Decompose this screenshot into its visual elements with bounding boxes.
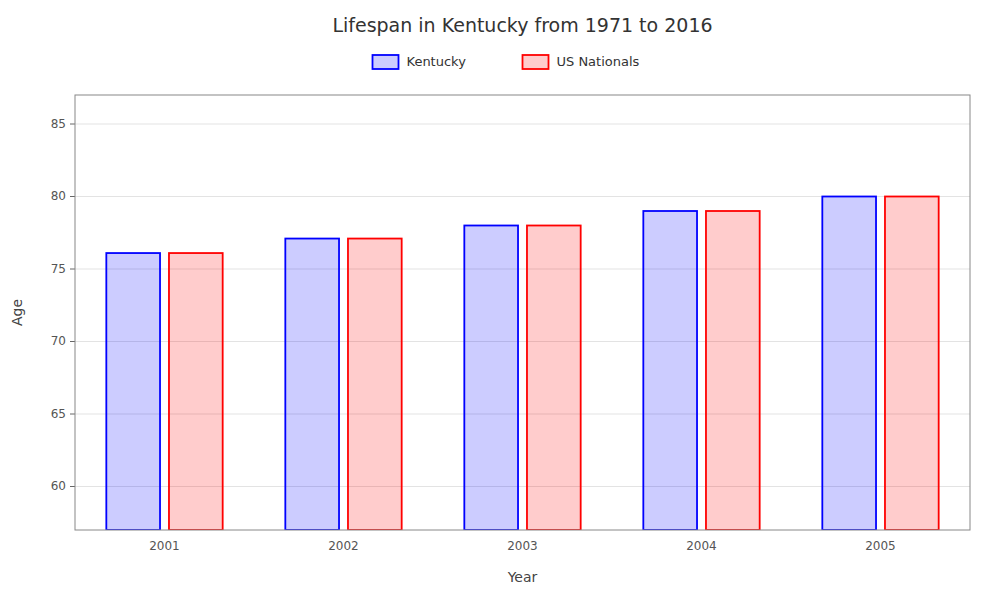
bar <box>527 226 581 531</box>
title: Lifespan in Kentucky from 1971 to 2016 <box>332 14 712 36</box>
bar <box>822 197 876 531</box>
bar <box>885 197 939 531</box>
x-axis-label: Year <box>507 569 538 585</box>
x-tick-label: 2005 <box>865 539 896 553</box>
legend-label: Kentucky <box>407 54 467 69</box>
x-tick-label: 2001 <box>149 539 180 553</box>
y-tick <box>70 414 75 415</box>
y-axis: 60 65 70 75 80 85 <box>51 117 75 494</box>
bar <box>169 253 223 530</box>
y-tick-label: 65 <box>51 407 66 421</box>
chart-container: 60 65 70 75 80 85 2001 2002 2003 2004 2005 Lifespan… <box>0 0 1000 600</box>
y-tick-label: 80 <box>51 189 66 203</box>
legend-swatch <box>523 55 549 69</box>
legend-swatch <box>373 55 399 69</box>
bar <box>706 211 760 530</box>
bar <box>464 226 518 531</box>
x-tick-label: 2002 <box>328 539 359 553</box>
bar <box>285 239 339 530</box>
x-axis: 2001 2002 2003 2004 2005 <box>149 539 896 553</box>
y-tick <box>70 486 75 487</box>
chart-svg: 60 65 70 75 80 85 2001 2002 2003 2004 2005 Lifespan… <box>0 0 1000 600</box>
y-tick <box>70 124 75 125</box>
y-tick-label: 60 <box>51 479 66 493</box>
x-tick-label: 2004 <box>686 539 717 553</box>
y-axis-label: Age <box>9 299 25 326</box>
y-tick <box>70 196 75 197</box>
y-tick <box>70 269 75 270</box>
y-tick-label: 75 <box>51 262 66 276</box>
bar <box>643 211 697 530</box>
bars <box>106 197 938 531</box>
bar <box>348 239 402 530</box>
y-tick-label: 70 <box>51 334 66 348</box>
legend-label: US Nationals <box>557 54 640 69</box>
x-tick-label: 2003 <box>507 539 538 553</box>
legend: Kentucky US Nationals <box>373 54 640 70</box>
grid-line <box>75 124 970 125</box>
bar <box>106 253 160 530</box>
y-tick <box>70 341 75 342</box>
y-tick-label: 85 <box>51 117 66 131</box>
plot-frame <box>75 95 970 530</box>
